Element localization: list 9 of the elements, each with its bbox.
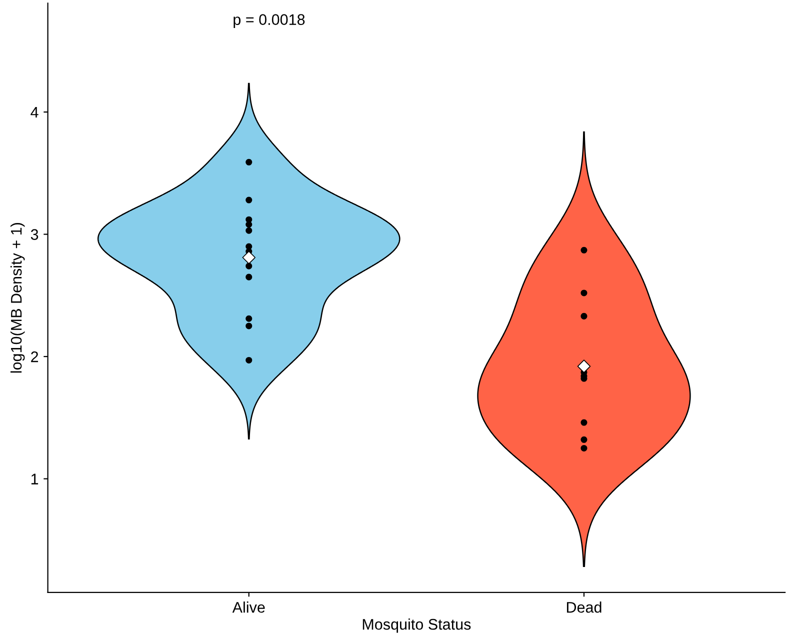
y-tick-label: 3 xyxy=(30,229,38,240)
y-tick-label: 2 xyxy=(31,351,38,362)
x-tick-label: Alive xyxy=(232,602,265,613)
x-tick-label: Dead xyxy=(566,602,602,613)
y-tick-label: 1 xyxy=(31,474,38,484)
y-tick-label: 4 xyxy=(30,107,38,118)
annotation: p = 0.0018 xyxy=(234,14,305,28)
x-axis-title: Mosquito Status xyxy=(362,618,471,633)
y-axis-title: log10(MB Density + 1) xyxy=(10,223,25,373)
